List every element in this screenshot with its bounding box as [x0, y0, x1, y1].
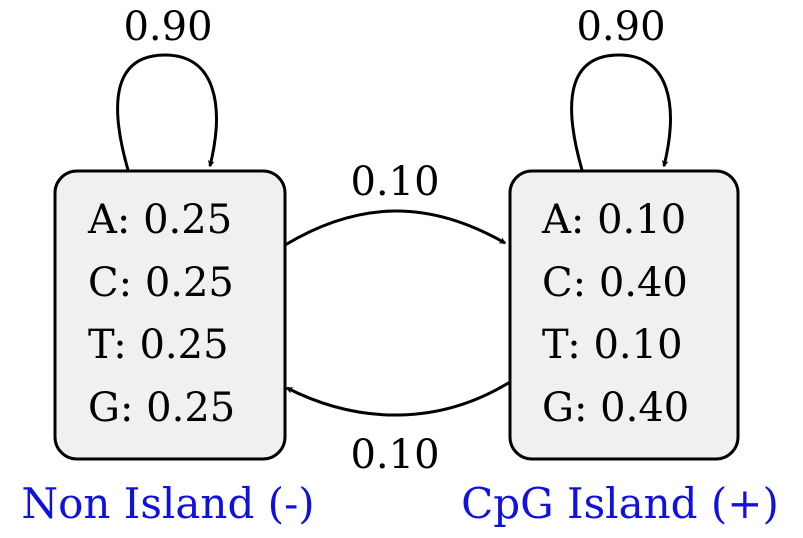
emission-symbol: A: [87, 197, 118, 243]
state-box-cpg-island: [508, 169, 740, 461]
self-transition-label-cpg-island: 0.90: [576, 4, 665, 50]
transition-label-cpg-to-non: 0.10: [350, 432, 439, 478]
self-loop-non-island: [116, 53, 218, 171]
emission-symbol: T: [88, 322, 115, 368]
emission-row: T: 0.25: [88, 322, 229, 368]
transition-arrow-non-to-cpg: [284, 209, 507, 247]
emission-row: A: 0.10: [541, 197, 686, 243]
emission-prob: 0.25: [139, 322, 228, 368]
emission-symbol: G: [542, 385, 574, 431]
emission-prob: 0.10: [597, 197, 686, 243]
emission-row: G: 0.25: [88, 385, 235, 431]
emission-prob: 0.25: [146, 385, 235, 431]
emission-symbol: G: [88, 385, 120, 431]
emission-row: G: 0.40: [542, 385, 689, 431]
state-name-cpg-island: CpG Island (+): [461, 479, 779, 528]
state-name-non-island: Non Island (-): [21, 479, 314, 528]
transition-label-non-to-cpg: 0.10: [350, 159, 439, 205]
emission-symbol: C: [542, 260, 573, 306]
emission-row: T: 0.10: [542, 322, 683, 368]
emission-row: C: 0.25: [88, 260, 234, 306]
self-loop-cpg-island: [570, 53, 672, 171]
emission-symbol: T: [542, 322, 569, 368]
self-transition-label-non-island: 0.90: [123, 4, 212, 50]
emission-symbol: C: [88, 260, 119, 306]
emission-prob: 0.10: [593, 322, 682, 368]
emission-prob: 0.40: [599, 260, 688, 306]
transition-arrow-cpg-to-non: [285, 380, 511, 417]
emission-row: C: 0.40: [542, 260, 688, 306]
emission-prob: 0.25: [145, 260, 234, 306]
emission-prob: 0.25: [143, 197, 232, 243]
emission-prob: 0.40: [600, 385, 689, 431]
emission-symbol: A: [541, 197, 572, 243]
state-box-non-island: [53, 169, 287, 461]
emission-row: A: 0.25: [87, 197, 232, 243]
